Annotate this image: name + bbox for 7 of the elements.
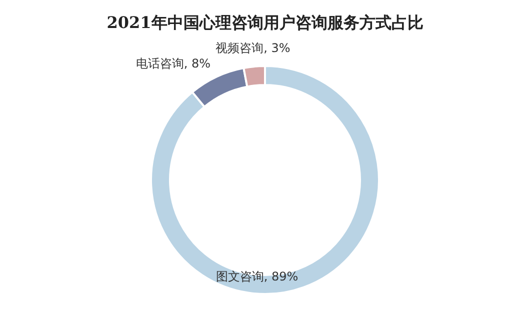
data-label: , 8%: [184, 56, 210, 70]
chart-title: 2021年中国心理咨询用户咨询服务方式占比: [106, 13, 424, 32]
slice-label: 电话咨询: [136, 56, 184, 70]
data-label: , 89%: [264, 269, 298, 284]
data-label: , 3%: [264, 40, 290, 55]
slice-label: 视频咨询: [216, 40, 264, 55]
slice-label: 图文咨询: [216, 269, 264, 284]
